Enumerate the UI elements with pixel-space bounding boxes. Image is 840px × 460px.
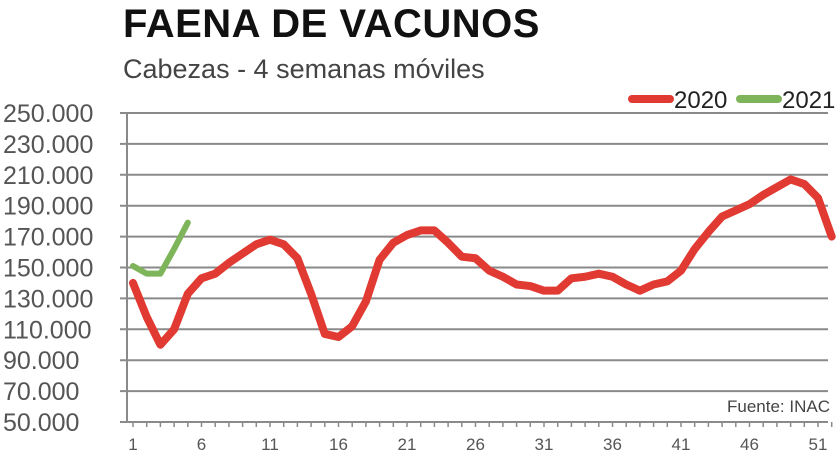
y-tick-label: 190.000 [3,193,93,221]
x-tick-label: 21 [398,435,417,454]
y-tick-label: 130.000 [3,285,93,313]
y-tick-label: 50.000 [3,409,79,437]
x-tick-label: 1 [128,435,137,454]
x-tick-label: 41 [672,435,691,454]
series-line-2020 [129,175,836,349]
chart-subtitle: Cabezas - 4 semanas móviles [123,54,485,84]
x-tick-label: 16 [329,435,348,454]
y-tick-label: 150.000 [3,255,93,283]
x-tick-label: 36 [603,435,622,454]
series-line-2021 [130,219,191,277]
y-tick-label: 230.000 [3,131,93,159]
y-tick-label: 170.000 [3,224,93,252]
x-tick-label: 26 [466,435,485,454]
x-tick-label: 31 [535,435,554,454]
y-tick-label: 70.000 [3,378,79,406]
x-tick-label: 51 [809,435,828,454]
y-tick-label: 110.000 [3,316,92,344]
x-tick-label: 46 [740,435,759,454]
y-tick-label: 250.000 [3,100,93,128]
x-tick-label: 6 [197,435,206,454]
y-tick-label: 90.000 [3,347,79,375]
legend-label-2021: 2021 [782,87,835,114]
legend-label-2020: 2020 [674,87,727,114]
chart-title: FAENA DE VACUNOS [123,2,540,46]
y-tick-label: 210.000 [3,162,93,190]
source-note: Fuente: INAC [727,397,830,416]
x-tick-label: 11 [261,435,279,454]
